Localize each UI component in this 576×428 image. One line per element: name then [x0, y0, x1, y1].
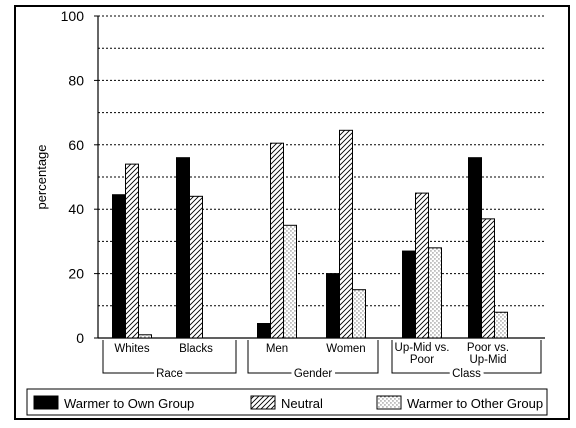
- bar-race-whites-neutral: [125, 163, 139, 339]
- legend-label-warmer-to-own-group: Warmer to Own Group: [64, 396, 194, 411]
- group-bracket-gender: [247, 340, 379, 374]
- bar-gender-men-warmer-to-other-group: [283, 224, 297, 339]
- bar-class-up-mid-vs-poor-warmer-to-other-group: [428, 247, 442, 339]
- bar-race-blacks-warmer-to-own-group: [176, 157, 190, 339]
- category-label-poor-vs-up-mid: Poor vs. Up-Mid: [467, 342, 509, 366]
- bar-class-up-mid-vs-poor-neutral: [415, 192, 429, 339]
- category-label-women: Women: [326, 343, 365, 355]
- bar-class-up-mid-vs-poor-warmer-to-own-group: [402, 250, 416, 339]
- bar-race-whites-warmer-to-own-group: [112, 194, 126, 339]
- legend-label-neutral: Neutral: [281, 396, 323, 411]
- y-tick-label: 40: [68, 201, 84, 217]
- legend-swatch-neutral: [250, 395, 276, 410]
- bars: [112, 129, 508, 339]
- group-label-class: Class: [452, 368, 481, 380]
- bar-gender-men-neutral: [270, 142, 284, 339]
- y-tick-label: 100: [61, 8, 85, 24]
- legend-label-warmer-to-other-group: Warmer to Other Group: [407, 396, 543, 411]
- category-label-men: Men: [266, 343, 288, 355]
- legend-box: [26, 388, 548, 416]
- group-bracket-race: [102, 340, 237, 374]
- legend: Warmer to Own Group Neutral Warmer to Othe…: [26, 388, 548, 416]
- category-label-blacks: Blacks: [179, 343, 213, 355]
- legend-swatch-warmer-to-own-group: [33, 395, 59, 410]
- bar-gender-women-neutral: [339, 129, 353, 339]
- group-label-gender: Gender: [294, 368, 333, 380]
- y-tick-label: 20: [68, 266, 84, 282]
- bar-class-poor-vs-up-mid-warmer-to-own-group: [468, 157, 482, 339]
- y-tick-label: 60: [68, 137, 84, 153]
- bar-race-blacks-neutral: [189, 195, 203, 339]
- y-tick-label: 0: [76, 330, 84, 346]
- category-label-up-mid-vs-poor: Up-Mid vs. Poor: [395, 342, 450, 366]
- bar-gender-men-warmer-to-own-group: [257, 323, 271, 339]
- group-label-race: Race: [156, 368, 183, 380]
- legend-swatch-warmer-to-other-group: [376, 395, 402, 410]
- bar-race-whites-warmer-to-other-group: [138, 334, 152, 339]
- axes: 0 20 40 60 80 100 percentage: [34, 8, 545, 346]
- category-labels: Whites Blacks Race Men Women Gender Up-Mid vs.…: [102, 340, 542, 383]
- bar-class-poor-vs-up-mid-warmer-to-other-group: [494, 311, 508, 339]
- category-label-whites: Whites: [114, 343, 149, 355]
- bar-gender-women-warmer-to-own-group: [326, 273, 340, 339]
- y-axis-label: percentage: [34, 144, 49, 209]
- bar-class-poor-vs-up-mid-neutral: [481, 218, 495, 339]
- bar-gender-women-warmer-to-other-group: [352, 289, 366, 339]
- group-bracket-class: [391, 340, 542, 374]
- y-tick-label: 80: [68, 72, 84, 88]
